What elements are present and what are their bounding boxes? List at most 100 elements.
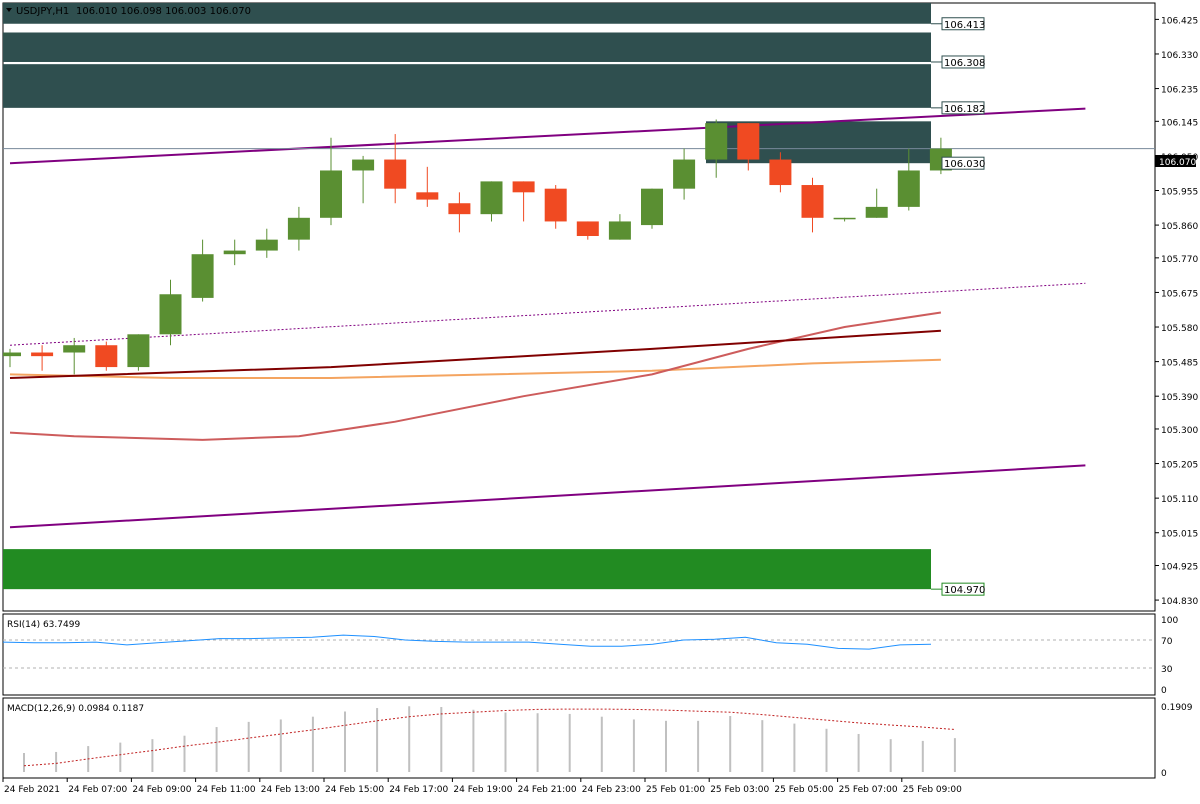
time-tick-label: 24 Feb 13:00: [261, 785, 320, 795]
zone-4: [3, 549, 931, 590]
zone-label-box: [941, 55, 985, 69]
macd-pane[interactable]: [2, 697, 1156, 779]
candle-body: [223, 250, 246, 255]
rsi-tick-label: 0: [1161, 686, 1167, 696]
time-tick-label: 24 Feb 15:00: [325, 785, 384, 795]
candle-body: [512, 181, 535, 193]
zone-label: 106.182: [944, 104, 985, 115]
candle-body: [576, 221, 599, 237]
zone-label: 106.308: [944, 58, 985, 69]
candle-body: [384, 159, 407, 189]
macd-title: MACD(12,26,9) 0.0984 0.1187: [7, 704, 144, 714]
candle-body: [448, 203, 471, 215]
zone-label-box: [941, 101, 985, 115]
time-tick-label: 25 Feb 05:00: [774, 785, 833, 795]
price-tick-label: 105.485: [1161, 359, 1198, 369]
price-tick-label: 105.300: [1161, 426, 1198, 436]
macd-signal-line: [23, 708, 955, 767]
zone-label: 106.413: [944, 20, 985, 31]
time-tick-label: 24 Feb 23:00: [582, 785, 641, 795]
time-tick-label: 24 Feb 09:00: [132, 785, 191, 795]
price-tick-label: 105.205: [1161, 461, 1198, 471]
rsi-indicator: 100 70 30 0: [3, 616, 1178, 696]
macd-tick-label: 0: [1161, 769, 1167, 779]
rsi-tick-label: 30: [1161, 665, 1173, 675]
candle-body: [287, 217, 310, 240]
dotted-trend-line: [9, 282, 1086, 346]
candle-body: [673, 159, 696, 189]
candle-body: [865, 206, 888, 218]
candle-body: [833, 217, 856, 220]
price-tick-label: 105.015: [1161, 530, 1198, 540]
price-tick-label: 105.110: [1161, 495, 1198, 505]
time-tick-label: 25 Feb 03:00: [710, 785, 769, 795]
candle-body: [641, 188, 663, 226]
candle-body: [127, 334, 150, 368]
zone-label: 106.030: [944, 159, 985, 170]
time-tick-label: 25 Feb 07:00: [839, 785, 898, 795]
candle-body: [480, 181, 503, 215]
candle-body: [897, 170, 920, 207]
candle-body: [769, 159, 792, 186]
rsi-tick-label: 100: [1161, 616, 1178, 626]
candle-body: [801, 185, 824, 218]
time-tick-label: 24 Feb 07:00: [68, 785, 127, 795]
candle-body: [63, 345, 86, 353]
rsi-title: RSI(14) 63.7499: [7, 620, 80, 630]
time-tick-label: 24 Feb 21:00: [518, 785, 577, 795]
price-tick-label: 105.580: [1161, 324, 1198, 334]
zone-label: 104.970: [944, 585, 985, 596]
zone-labels: 106.413 106.308 106.182 106.030 104.970: [941, 17, 985, 596]
candle-body: [3, 352, 21, 357]
price-tick-label: 104.925: [1161, 562, 1198, 572]
candle-body: [191, 254, 214, 298]
price-tick-label: 105.860: [1161, 222, 1198, 232]
supply-demand-zones: [3, 3, 942, 590]
zone-label-box: [941, 582, 985, 596]
symbol-label: USDJPY,H1: [16, 6, 69, 17]
price-tick-label: 105.390: [1161, 393, 1198, 403]
macd-indicator: 0.1909 0: [23, 703, 1193, 779]
candle-body: [352, 159, 375, 171]
rsi-line: [3, 634, 932, 650]
ohlc-values: 106.010 106.098 106.003 106.070: [76, 6, 251, 17]
moving-average-orange: [9, 358, 941, 379]
candle-body: [159, 294, 182, 335]
time-tick-label: 24 Feb 19:00: [453, 785, 512, 795]
candle-body: [320, 170, 342, 218]
time-axis: 24 Feb 2021 24 Feb 07:00 24 Feb 09:00 24 Fe…: [2, 778, 962, 795]
time-tick-label: 24 Feb 17:00: [389, 785, 448, 795]
macd-tick-label: 0.1909: [1161, 703, 1193, 713]
moving-average-rose: [9, 311, 942, 441]
price-tick-label: 106.330: [1161, 51, 1198, 61]
candle-body: [544, 188, 567, 222]
zone-2: [3, 64, 931, 108]
channel-lower-line: [9, 464, 1086, 529]
channel-upper-line: [9, 107, 1086, 165]
time-tick-label: 25 Feb 09:00: [903, 785, 962, 795]
zone-0: [3, 3, 931, 24]
current-price-value: 106.070: [1159, 158, 1196, 168]
zone-label-box: [941, 156, 985, 170]
candle-body: [31, 352, 54, 357]
zone-label-box: [941, 17, 985, 31]
time-tick-label: 24 Feb 11:00: [197, 785, 256, 795]
price-tick-label: 106.235: [1161, 86, 1198, 96]
price-tick-label: 105.955: [1161, 187, 1198, 197]
candle-body: [95, 345, 118, 368]
time-tick-label: 24 Feb 2021: [4, 785, 60, 795]
candles: [3, 119, 952, 375]
candle-body: [737, 123, 760, 160]
current-price-tag: [1155, 155, 1196, 167]
price-tick-label: 105.675: [1161, 289, 1198, 299]
price-tick-label: 106.145: [1161, 118, 1198, 128]
price-axis: 106.425106.330106.235106.145106.050105.9…: [1155, 16, 1198, 607]
price-tick-label: 105.770: [1161, 255, 1198, 265]
time-tick-label: 25 Feb 01:00: [646, 785, 705, 795]
price-tick-label: 106.425: [1161, 16, 1198, 26]
zone-1: [3, 32, 931, 62]
rsi-pane[interactable]: [2, 613, 1156, 696]
dropdown-arrow-icon[interactable]: [6, 8, 12, 12]
